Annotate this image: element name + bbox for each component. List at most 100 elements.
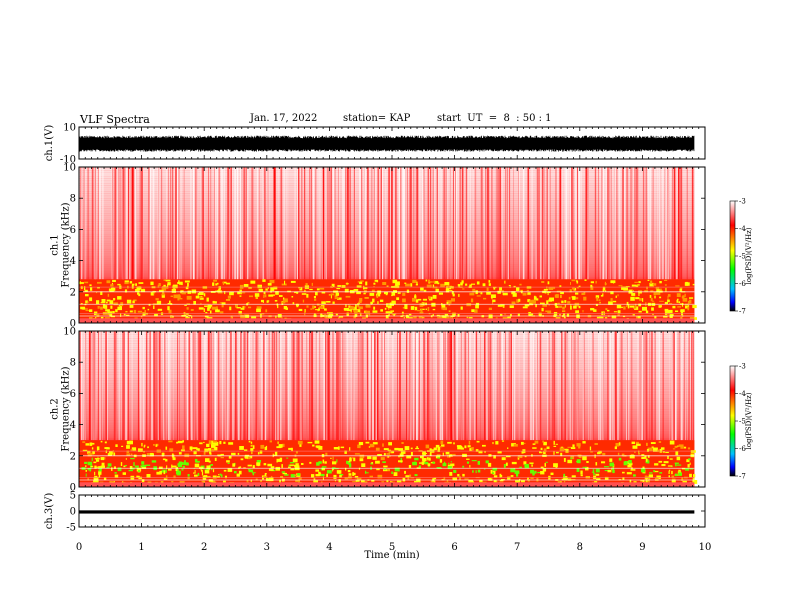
ch2-spectrogram-band-speck: [163, 478, 168, 480]
ch1-spectrogram-streak: [480, 167, 482, 280]
ch2-spectrogram-streak: [680, 331, 682, 441]
ch1-waveform-ytick-label: -10: [60, 155, 76, 166]
ch1-spectrogram-band-speck: [345, 304, 347, 308]
ch2-spectrogram-streak: [535, 331, 537, 441]
ch2-spectrogram-band-speck: [406, 455, 412, 459]
ch2-spectrogram-band-speck: [181, 468, 184, 471]
ch1-spectrogram-streak: [672, 167, 673, 280]
ch2-spectrogram-band-speck: [129, 440, 133, 445]
ch2-spectrogram-band-speck: [672, 448, 676, 450]
ch2-spectrogram-streak: [671, 331, 673, 441]
ch2-spectrogram-streak: [299, 331, 300, 441]
ch2-spectrogram-band-speck: [437, 457, 440, 459]
ch1-spectrogram-fade: [79, 264, 695, 267]
ch1-spectrogram-streak: [648, 167, 649, 280]
ch1-spectrogram-streak: [398, 167, 401, 280]
ch2-spectrogram-band-speck: [420, 455, 424, 459]
ch2-spectrogram-streak: [523, 331, 525, 441]
ch2-spectrogram-band-speck: [334, 480, 336, 482]
ch2-spectrogram-band-speck: [104, 441, 107, 444]
ch2-spectrogram-streak: [317, 331, 319, 441]
ch1-spectrogram-streak: [190, 167, 192, 280]
ch1-spectrogram-streak: [367, 167, 369, 280]
ch2-spectrogram-band-speck: [644, 455, 647, 459]
ch1-spectrogram-band-speck: [546, 286, 548, 289]
ch1-spectrogram-band-speck: [669, 303, 673, 305]
ch2-spectrogram-band-speck: [126, 450, 130, 453]
ch2-spectrogram-streak: [583, 331, 585, 441]
ch1-spectrogram-band-speck: [650, 280, 653, 284]
ch1-spectrogram-fade: [79, 167, 695, 169]
ch2-spectrogram-streak: [168, 331, 169, 441]
ch1-spectrogram-band-speck: [294, 291, 299, 294]
ch1-spectrogram-band-speck: [460, 306, 463, 310]
ch2-spectrogram-band-speck: [312, 444, 315, 447]
ch2-spectrogram-band-speck: [646, 442, 648, 446]
ch2-spectrogram-band-speck: [659, 472, 663, 474]
ch2-spectrogram-streak: [324, 331, 326, 441]
ch2-spectrogram-streak: [591, 331, 594, 441]
ch1-spectrogram-band-speck: [334, 297, 339, 299]
ch2-spectrogram-band-speck: [208, 479, 213, 482]
ch2-spectrogram-streak: [152, 331, 154, 441]
ch1-spectrogram-fade: [79, 206, 695, 209]
ch2-spectrogram-band-speck: [422, 458, 427, 462]
ch1-spectrogram-streak: [531, 167, 533, 280]
ch2-spectrogram-band-speck: [250, 444, 254, 447]
ch1-spectrogram-band-speck: [118, 305, 121, 307]
ch1-spectrogram-streak: [150, 167, 151, 280]
ch1-spectrogram-band-speck: [373, 286, 375, 288]
ch2-spectrogram-band-speck: [445, 451, 450, 455]
ch1-spectrogram-streak: [349, 167, 351, 280]
ch1-spectrogram-band-speck: [649, 282, 654, 287]
ch2-spectrogram-band-speck: [402, 477, 406, 482]
ch2-spectrogram-band-speck: [628, 460, 632, 464]
ch1-spectrogram-streak: [560, 167, 562, 280]
ch1-spectrogram-band-speck: [370, 301, 373, 305]
ch2-spectrogram-band-speck: [345, 467, 347, 471]
ch2-spectrogram-streak: [407, 331, 408, 441]
ch2-spectrogram-streak: [342, 331, 344, 441]
ch2-spectrogram-streak: [689, 331, 691, 441]
ch2-spectrogram-streak: [299, 331, 301, 441]
ch2-spectrogram-streak: [569, 331, 571, 441]
ch2-spectrogram-band-speck: [98, 466, 103, 469]
ch2-spectrogram-band-speck: [232, 463, 236, 467]
ch2-spectrogram-band-speck: [488, 478, 493, 481]
ch2-spectrogram-streak: [480, 331, 481, 441]
ch1-spectrogram-band-speck: [126, 299, 132, 304]
ch2-spectrogram-band-speck: [668, 475, 670, 478]
ch2-spectrogram-band-speck: [418, 465, 421, 468]
ch1-spectrogram-streak: [569, 167, 571, 280]
ch2-spectrogram-streak: [123, 331, 125, 441]
ch2-spectrogram-band-speck: [93, 480, 97, 483]
ch1-spectrogram-streak: [474, 167, 477, 280]
ch2-spectrogram-band-speck: [393, 472, 398, 476]
ch1-spectrogram-streak: [325, 167, 327, 280]
ch1-spectrogram-streak: [518, 167, 520, 280]
ch2-spectrogram-streak: [159, 331, 161, 441]
ch2-spectrogram-streak: [448, 331, 451, 441]
ch2-spectrogram-streak: [104, 331, 106, 441]
ch1-spectrogram-band-speck: [457, 284, 461, 287]
ch2-spectrogram-band-speck: [468, 440, 471, 445]
ch1-spectrogram-band-speck: [404, 305, 408, 310]
ch2-spectrogram-band-speck: [96, 459, 100, 462]
ch1-spectrogram-band-speck: [372, 310, 378, 313]
ch2-spectrogram-band-speck: [100, 440, 103, 443]
ch2-spectrogram-streak: [118, 331, 120, 441]
ch2-spectrogram-band-speck: [394, 467, 400, 472]
ch2-spectrogram-fade: [79, 398, 695, 401]
ch1-spectrogram-streak: [122, 167, 125, 280]
ch2-spectrogram-band-speck: [443, 461, 446, 465]
ch1-spectrogram-band-speck: [358, 312, 361, 314]
ch1-spectrogram-band-speck: [102, 304, 106, 309]
ch1-spectrogram-band-speck: [528, 313, 534, 317]
ch1-spectrogram-fade: [79, 221, 695, 224]
ch1-spectrogram-band-speck: [414, 306, 418, 311]
ch2-spectrogram-streak: [422, 331, 424, 441]
ch2-spectrogram-fade: [79, 431, 695, 433]
ch1-spectrogram-band-speck: [200, 302, 202, 305]
ch2-spectrogram-band-speck: [615, 443, 620, 447]
ch1-spectrogram-band-speck: [672, 305, 676, 309]
